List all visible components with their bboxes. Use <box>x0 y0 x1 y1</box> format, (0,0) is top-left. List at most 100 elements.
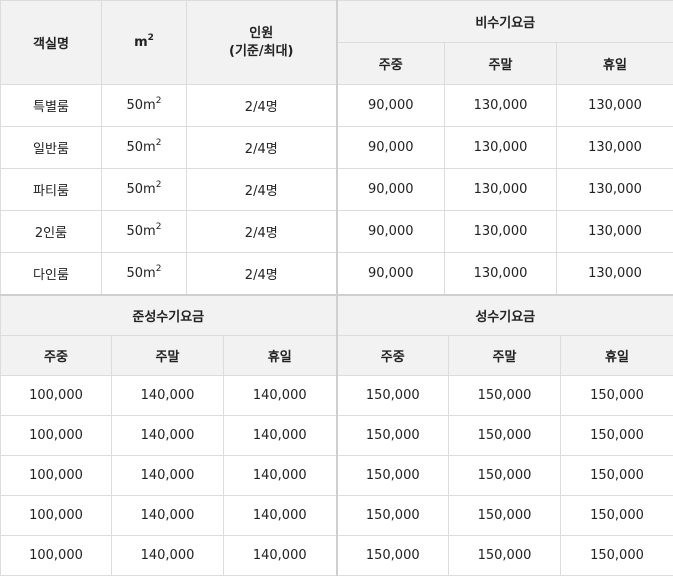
shoulder-rate-weekend: 140,000 <box>112 455 224 495</box>
header-holiday: 휴일 <box>561 335 673 375</box>
header-weekend: 주말 <box>445 43 557 85</box>
rate-holiday: 130,000 <box>557 253 673 295</box>
room-area-value: 50m <box>127 224 156 239</box>
peak-rate-holiday: 150,000 <box>561 415 673 455</box>
peak-rate-weekend: 150,000 <box>449 455 561 495</box>
room-area-sup: 2 <box>156 138 162 148</box>
rate-holiday: 130,000 <box>557 211 673 253</box>
peak-rate-weekday: 150,000 <box>337 375 449 415</box>
shoulder-rate-holiday: 140,000 <box>224 375 337 415</box>
room-area: 50m2 <box>102 253 187 295</box>
header-peak-season-rate: 성수기요금 <box>337 295 673 335</box>
shoulder-rate-weekday: 100,000 <box>1 375 112 415</box>
header-offseason-rate: 비수기요금 <box>337 1 673 43</box>
rate-weekday: 90,000 <box>337 211 445 253</box>
room-area: 50m2 <box>102 211 187 253</box>
shoulder-rate-weekend: 140,000 <box>112 495 224 535</box>
rate-weekend: 130,000 <box>445 253 557 295</box>
shoulder-rate-holiday: 140,000 <box>224 535 337 575</box>
room-occupancy: 2/4명 <box>187 253 337 295</box>
header-weekend: 주말 <box>449 335 561 375</box>
room-area-value: 50m <box>127 182 156 197</box>
shoulder-rate-holiday: 140,000 <box>224 415 337 455</box>
header-area-unit: m <box>134 35 148 50</box>
peak-rate-weekday: 150,000 <box>337 495 449 535</box>
rate-weekend: 130,000 <box>445 211 557 253</box>
shoulder-rate-holiday: 140,000 <box>224 495 337 535</box>
peak-rate-weekday: 150,000 <box>337 535 449 575</box>
room-occupancy: 2/4명 <box>187 127 337 169</box>
header-weekday: 주중 <box>337 43 445 85</box>
room-name: 특별룸 <box>1 85 102 127</box>
peak-rate-weekday: 150,000 <box>337 455 449 495</box>
rate-weekday: 90,000 <box>337 127 445 169</box>
shoulder-rate-weekday: 100,000 <box>1 495 112 535</box>
room-occupancy: 2/4명 <box>187 211 337 253</box>
rate-holiday: 130,000 <box>557 169 673 211</box>
shoulder-rate-weekend: 140,000 <box>112 535 224 575</box>
room-area: 50m2 <box>102 127 187 169</box>
header-room-name: 객실명 <box>1 1 102 85</box>
room-name: 일반룸 <box>1 127 102 169</box>
rate-weekend: 130,000 <box>445 127 557 169</box>
peak-rate-weekend: 150,000 <box>449 535 561 575</box>
room-area-sup: 2 <box>156 264 162 274</box>
rate-weekday: 90,000 <box>337 253 445 295</box>
room-area-sup: 2 <box>156 180 162 190</box>
peak-rate-weekend: 150,000 <box>449 495 561 535</box>
shoulder-rate-holiday: 140,000 <box>224 455 337 495</box>
room-name: 다인룸 <box>1 253 102 295</box>
shoulder-rate-weekend: 140,000 <box>112 415 224 455</box>
room-area-sup: 2 <box>156 222 162 232</box>
peak-rate-holiday: 150,000 <box>561 375 673 415</box>
header-shoulder-season-rate: 준성수기요금 <box>1 295 337 335</box>
peak-rate-weekend: 150,000 <box>449 415 561 455</box>
room-area-sup: 2 <box>156 96 162 106</box>
shoulder-rate-weekday: 100,000 <box>1 455 112 495</box>
header-occupancy-line2: (기준/최대) <box>187 43 336 61</box>
room-occupancy: 2/4명 <box>187 85 337 127</box>
header-occupancy-line1: 인원 <box>187 25 336 43</box>
room-occupancy: 2/4명 <box>187 169 337 211</box>
room-area-value: 50m <box>127 140 156 155</box>
header-holiday: 휴일 <box>224 335 337 375</box>
shoulder-rate-weekday: 100,000 <box>1 535 112 575</box>
peak-rate-weekday: 150,000 <box>337 415 449 455</box>
header-weekend: 주말 <box>112 335 224 375</box>
rate-holiday: 130,000 <box>557 127 673 169</box>
rate-weekday: 90,000 <box>337 169 445 211</box>
rate-weekend: 130,000 <box>445 85 557 127</box>
room-area: 50m2 <box>102 85 187 127</box>
header-area-sup: 2 <box>148 33 154 43</box>
room-area-value: 50m <box>127 266 156 281</box>
peak-rate-holiday: 150,000 <box>561 455 673 495</box>
header-holiday: 휴일 <box>557 43 673 85</box>
header-occupancy: 인원 (기준/최대) <box>187 1 337 85</box>
peak-rate-weekend: 150,000 <box>449 375 561 415</box>
shoulder-rate-weekday: 100,000 <box>1 415 112 455</box>
rate-holiday: 130,000 <box>557 85 673 127</box>
room-area-value: 50m <box>127 98 156 113</box>
header-weekday: 주중 <box>337 335 449 375</box>
shoulder-rate-weekend: 140,000 <box>112 375 224 415</box>
room-name: 2인룸 <box>1 211 102 253</box>
rate-weekend: 130,000 <box>445 169 557 211</box>
rate-weekday: 90,000 <box>337 85 445 127</box>
room-area: 50m2 <box>102 169 187 211</box>
peak-rate-holiday: 150,000 <box>561 495 673 535</box>
room-name: 파티룸 <box>1 169 102 211</box>
peak-rate-holiday: 150,000 <box>561 535 673 575</box>
header-weekday: 주중 <box>1 335 112 375</box>
